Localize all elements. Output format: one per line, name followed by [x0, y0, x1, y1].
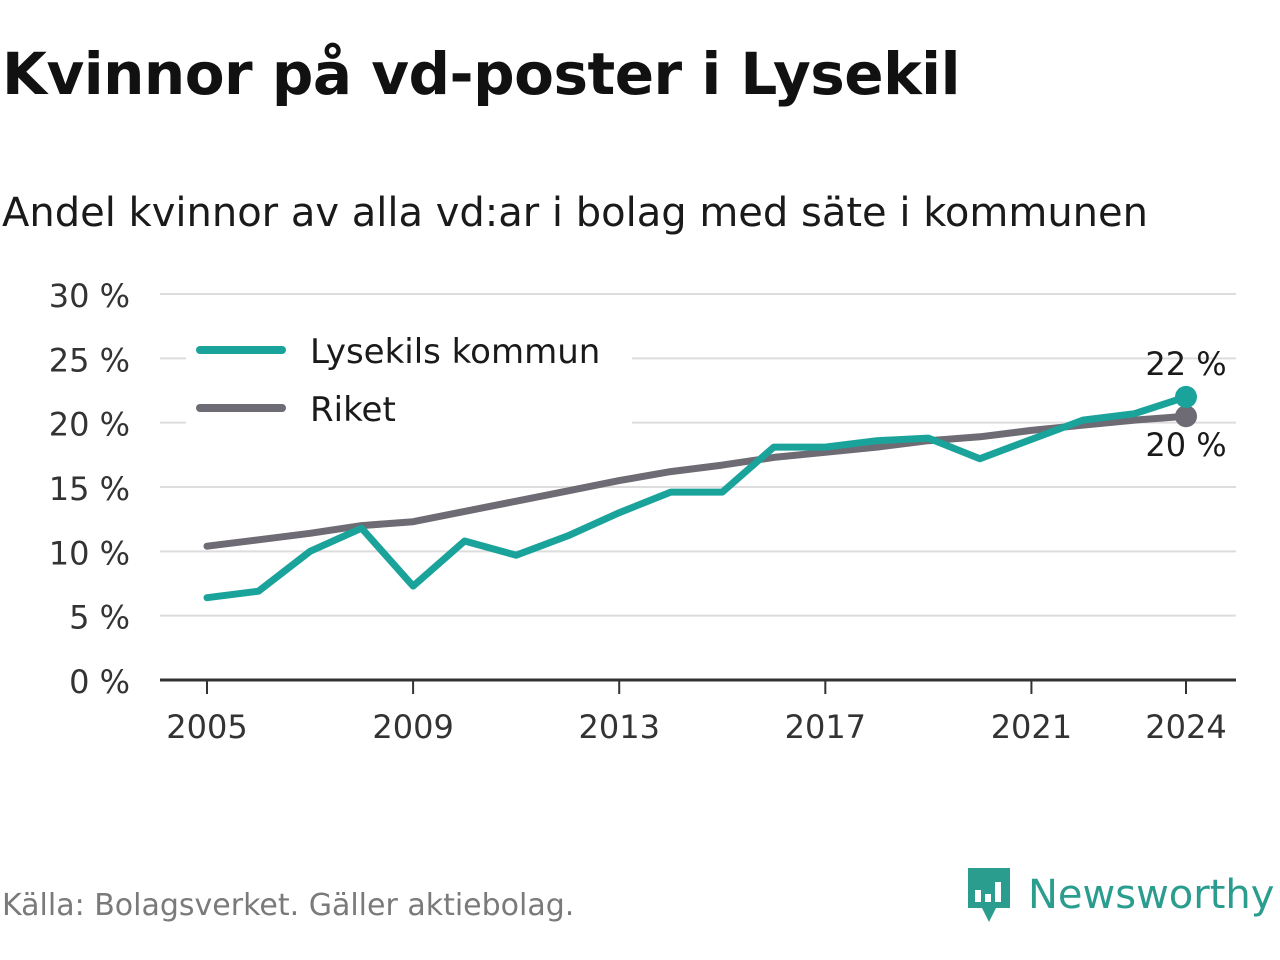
series-line-lysekil — [203, 393, 1190, 602]
chart-title: Kvinnor på vd-poster i Lysekil — [2, 40, 960, 108]
y-tick-label: 10 % — [49, 534, 130, 572]
y-tick-label: 0 % — [69, 663, 130, 701]
legend-label-riket: Riket — [310, 390, 396, 430]
brand-name: Newsworthy — [1028, 872, 1275, 918]
x-tick-label: 2017 — [785, 708, 866, 746]
end-label-lysekil: 22 % — [1145, 345, 1226, 383]
y-tick-label: 5 % — [69, 599, 130, 637]
end-label-riket: 20 % — [1145, 426, 1226, 464]
x-tick-label: 2013 — [578, 708, 659, 746]
y-tick-label: 30 % — [49, 277, 130, 315]
brand: Newsworthy — [964, 864, 1274, 926]
series-line-riket — [203, 412, 1190, 550]
x-tick-label: 2009 — [372, 708, 453, 746]
end-point-lysekil — [1175, 385, 1197, 408]
x-tick-label: 2005 — [166, 708, 247, 746]
x-tick-label: 2021 — [991, 708, 1072, 746]
y-tick-label: 25 % — [49, 341, 130, 379]
source-note: Källa: Bolagsverket. Gäller aktiebolag. — [2, 888, 575, 923]
y-tick-label: 15 % — [49, 470, 130, 508]
line-chart: 0 % 5 % 10 % 15 % 20 % 25 % 30 % 2005 2009 2013 2… — [49, 277, 1236, 746]
y-tick-label: 20 % — [49, 406, 130, 444]
newsworthy-logo-icon — [968, 868, 1010, 922]
x-tick-label: 2024 — [1145, 708, 1226, 746]
legend-box — [186, 322, 632, 434]
end-point-riket — [1175, 405, 1197, 428]
chart-subtitle: Andel kvinnor av alla vd:ar i bolag med … — [2, 190, 1148, 236]
legend-label-lysekil: Lysekils kommun — [310, 332, 600, 372]
